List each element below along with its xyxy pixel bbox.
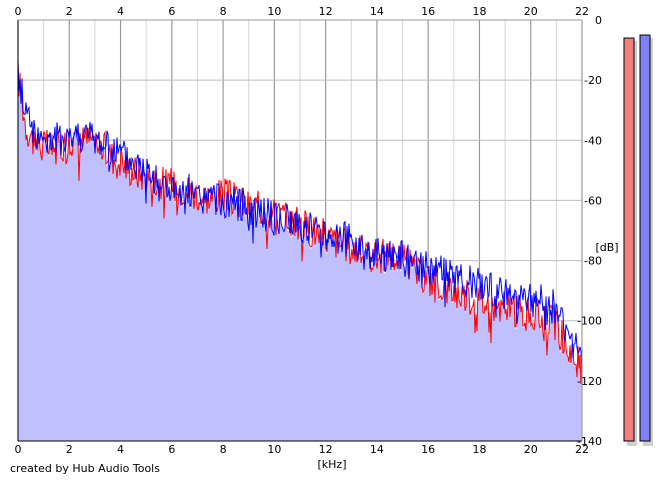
x-tick-label: 16 [421,443,435,456]
level-meters [623,34,653,447]
series-blue-line [17,61,583,372]
y-tick-labels: 0 -20 -40 -60 -80 -100 -120 -140 [577,14,602,448]
x-tick-label: 12 [319,443,333,456]
y-tick-label: -20 [584,74,602,87]
x-tick-label: 20 [524,5,538,18]
x-tick-label: 2 [66,443,73,456]
x-tick-label: 2 [66,5,73,18]
x-tick-label: 10 [267,5,281,18]
x-tick-label: 18 [472,443,486,456]
y-tick-label: -60 [584,194,602,207]
level-meter-bar [623,37,635,442]
x-tick-label: 8 [220,5,227,18]
x-tick-label: 16 [421,5,435,18]
spectrum-area-fill [18,63,582,442]
x-tick-labels-bottom: 0 2 4 6 8 10 12 14 16 18 20 22 [15,443,590,456]
x-tick-label: 4 [117,443,124,456]
level-meter-bar [639,34,651,442]
footer-credit: created by Hub Audio Tools [10,462,160,475]
x-tick-label: 22 [575,5,589,18]
y-tick-label: -140 [577,435,602,448]
y-tick-label: -40 [584,134,602,147]
x-tick-label: 12 [319,5,333,18]
x-axis-label: [kHz] [318,458,347,471]
x-tick-label: 22 [575,443,589,456]
x-tick-labels-top: 0 2 4 6 8 10 12 14 16 18 20 22 [15,5,590,18]
x-tick-label: 4 [117,5,124,18]
x-tick-label: 14 [370,5,384,18]
x-tick-label: 6 [168,5,175,18]
axes-frame [17,19,583,442]
x-tick-label: 0 [15,5,22,18]
x-tick-label: 20 [524,443,538,456]
x-tick-label: 10 [267,443,281,456]
x-tick-label: 0 [15,443,22,456]
x-tick-label: 18 [472,5,486,18]
y-tick-label: 0 [595,14,602,27]
x-tick-label: 14 [370,443,384,456]
y-axis-label: [dB] [595,241,618,254]
x-tick-label: 8 [220,443,227,456]
series-layer [17,60,583,442]
y-tick-label: -80 [584,255,602,268]
y-tick-label: -120 [577,375,602,388]
x-tick-label: 6 [168,443,175,456]
y-tick-label: -100 [577,315,602,328]
